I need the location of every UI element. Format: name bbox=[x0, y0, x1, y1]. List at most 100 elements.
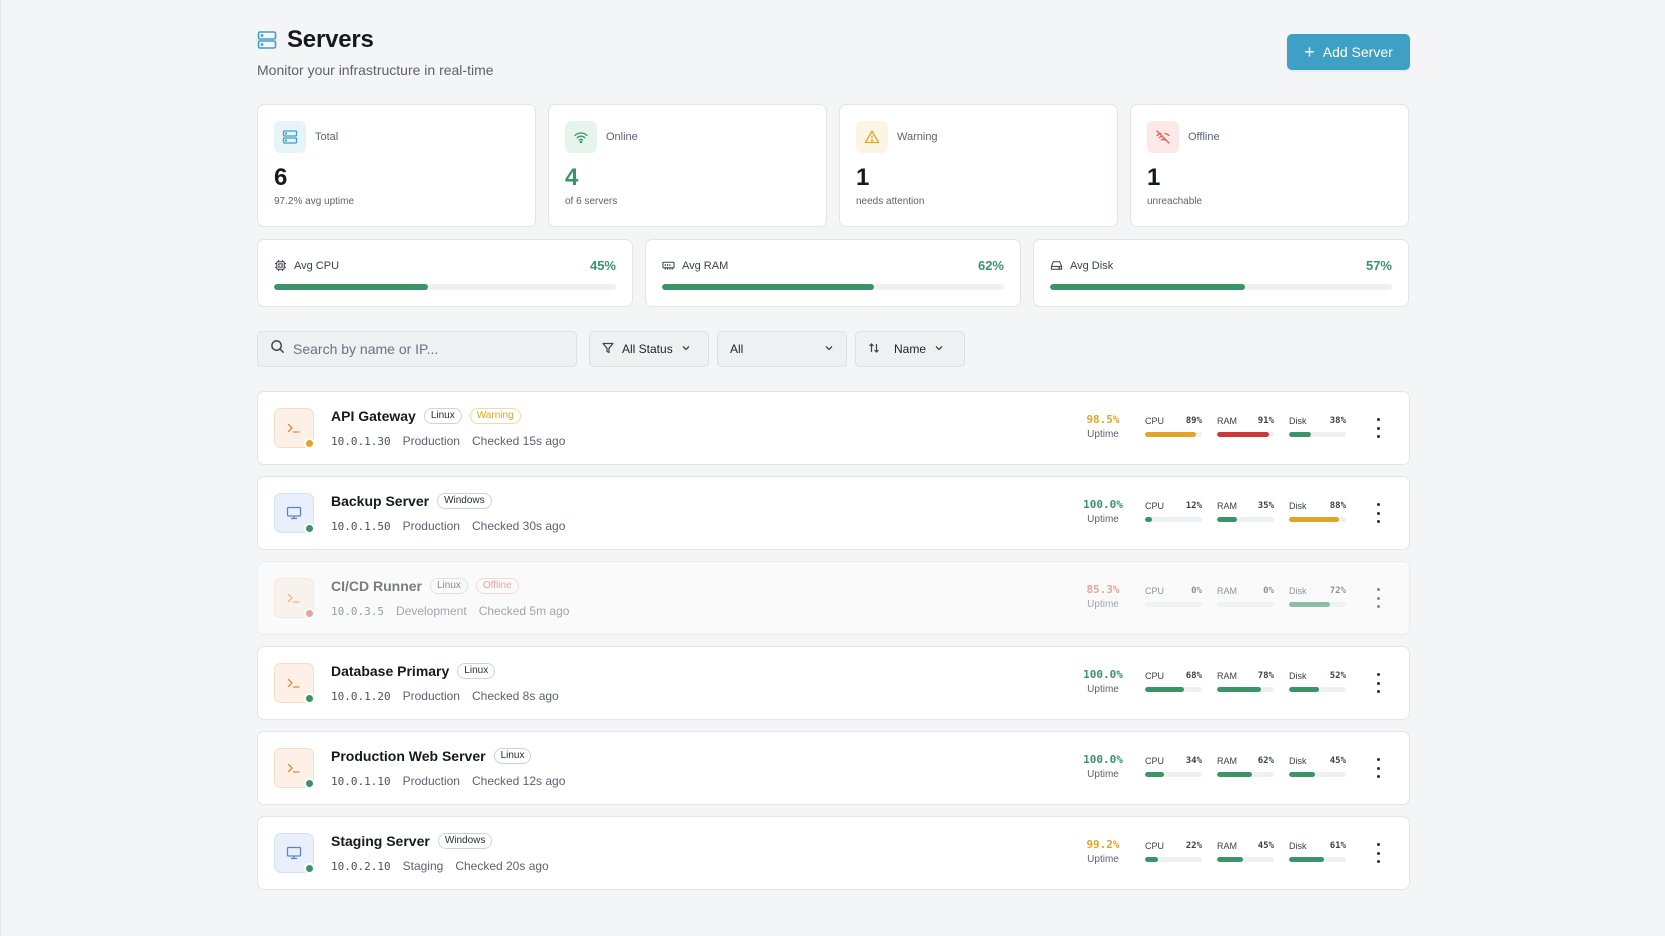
server-title-line: API Gateway Linux Warning bbox=[331, 408, 521, 424]
server-row-ci-cd-runner[interactable]: CI/CD Runner Linux Offline 10.0.3.5 Deve… bbox=[257, 561, 1410, 635]
server-row-production-web-server[interactable]: Production Web Server Linux 10.0.1.10 Pr… bbox=[257, 731, 1410, 805]
metric-progress-fill bbox=[1145, 687, 1184, 692]
stat-label: Offline bbox=[1188, 131, 1220, 143]
metric-progress-track bbox=[1289, 857, 1346, 862]
metric-progress-track bbox=[1145, 602, 1202, 607]
stat-value: 1 bbox=[1147, 164, 1161, 191]
status-dot bbox=[304, 608, 315, 619]
stat-value: 6 bbox=[274, 164, 288, 191]
resource-card-avg-disk: Avg Disk 57% bbox=[1033, 239, 1409, 307]
server-metrics: CPU 89% RAM 91% Disk 38% bbox=[1145, 416, 1346, 437]
server-name[interactable]: CI/CD Runner bbox=[331, 578, 422, 594]
more-options-icon[interactable] bbox=[1375, 418, 1381, 438]
server-environment: Production bbox=[402, 774, 460, 788]
add-server-button[interactable]: + Add Server bbox=[1287, 34, 1410, 70]
metric-label: RAM bbox=[1217, 756, 1237, 766]
server-last-checked: Checked 20s ago bbox=[455, 859, 549, 873]
more-options-icon[interactable] bbox=[1375, 758, 1381, 778]
disk-icon bbox=[1050, 259, 1063, 272]
metric-value: 88% bbox=[1329, 501, 1346, 511]
sort-dropdown[interactable]: Name bbox=[855, 331, 965, 367]
plus-icon: + bbox=[1304, 42, 1315, 62]
search-box[interactable] bbox=[257, 331, 577, 367]
stat-card-offline: Offline 1 unreachable bbox=[1130, 104, 1409, 227]
resource-progress-fill bbox=[662, 284, 875, 290]
server-name[interactable]: Staging Server bbox=[331, 833, 430, 849]
add-server-label: Add Server bbox=[1322, 44, 1393, 60]
metric-label: CPU bbox=[1145, 841, 1165, 851]
server-ip: 10.0.1.50 bbox=[331, 520, 391, 533]
server-name[interactable]: Database Primary bbox=[331, 663, 450, 679]
os-badge: Linux bbox=[430, 578, 468, 594]
metric-progress-fill bbox=[1145, 857, 1158, 862]
metric-ram: RAM 62% bbox=[1217, 756, 1274, 777]
server-row-staging-server[interactable]: Staging Server Windows 10.0.2.10 Staging… bbox=[257, 816, 1410, 890]
server-environment: Production bbox=[402, 689, 460, 703]
server-title-line: Production Web Server Linux bbox=[331, 748, 532, 764]
server-metrics: CPU 68% RAM 78% Disk 52% bbox=[1145, 671, 1346, 692]
metric-progress-track bbox=[1145, 857, 1202, 862]
metric-label: Disk bbox=[1289, 416, 1307, 426]
server-row-api-gateway[interactable]: API Gateway Linux Warning 10.0.1.30 Prod… bbox=[257, 391, 1410, 465]
server-ip: 10.0.2.10 bbox=[331, 860, 391, 873]
server-meta: 10.0.1.50 Production Checked 30s ago bbox=[331, 519, 565, 533]
type-filter-dropdown[interactable]: All bbox=[717, 331, 847, 367]
metric-progress-fill bbox=[1289, 772, 1315, 777]
status-dot bbox=[304, 693, 315, 704]
server-meta: 10.0.1.20 Production Checked 8s ago bbox=[331, 689, 559, 703]
chevron-down-icon bbox=[681, 342, 691, 356]
server-name[interactable]: API Gateway bbox=[331, 408, 416, 424]
status-filter-label: All Status bbox=[622, 342, 673, 356]
monitor-icon bbox=[286, 505, 302, 521]
metric-cpu: CPU 12% bbox=[1145, 501, 1202, 522]
resource-progress-track bbox=[274, 284, 616, 290]
server-row-backup-server[interactable]: Backup Server Windows 10.0.1.50 Producti… bbox=[257, 476, 1410, 550]
metric-label: Disk bbox=[1289, 841, 1307, 851]
stat-card-warning: Warning 1 needs attention bbox=[839, 104, 1118, 227]
metric-progress-track bbox=[1145, 687, 1202, 692]
terminal-icon bbox=[286, 760, 302, 776]
metric-label: Disk bbox=[1289, 501, 1307, 511]
more-options-icon[interactable] bbox=[1375, 843, 1381, 863]
metric-value: 34% bbox=[1185, 756, 1202, 766]
server-meta: 10.0.2.10 Staging Checked 20s ago bbox=[331, 859, 549, 873]
metric-progress-fill bbox=[1145, 432, 1196, 437]
metric-progress-fill bbox=[1217, 772, 1253, 777]
server-meta: 10.0.1.30 Production Checked 15s ago bbox=[331, 434, 565, 448]
metric-value: 0% bbox=[1191, 586, 1202, 596]
uptime-value: 99.2% bbox=[1086, 838, 1120, 851]
uptime-block: 100.0% Uptime bbox=[1070, 753, 1136, 780]
metric-progress-track bbox=[1217, 857, 1274, 862]
metric-cpu: CPU 0% bbox=[1145, 586, 1202, 607]
uptime-value: 98.5% bbox=[1086, 413, 1120, 426]
os-badge: Windows bbox=[437, 833, 493, 849]
uptime-block: 99.2% Uptime bbox=[1070, 838, 1136, 865]
stat-card-total: Total 6 97.2% avg uptime bbox=[257, 104, 536, 227]
uptime-label: Uptime bbox=[1087, 854, 1119, 865]
metric-progress-track bbox=[1217, 517, 1274, 522]
more-options-icon[interactable] bbox=[1375, 588, 1381, 608]
metric-value: 52% bbox=[1329, 671, 1346, 681]
metric-label: Disk bbox=[1289, 586, 1307, 596]
server-name[interactable]: Production Web Server bbox=[331, 748, 486, 764]
resource-label: Avg Disk bbox=[1050, 259, 1113, 272]
server-last-checked: Checked 12s ago bbox=[471, 774, 566, 788]
metric-label: RAM bbox=[1217, 501, 1237, 511]
server-name[interactable]: Backup Server bbox=[331, 493, 430, 509]
metric-value: 45% bbox=[1329, 756, 1346, 766]
metric-label: CPU bbox=[1145, 416, 1165, 426]
more-options-icon[interactable] bbox=[1375, 673, 1381, 693]
server-last-checked: Checked 8s ago bbox=[471, 689, 559, 703]
page-subtitle: Monitor your infrastructure in real-time bbox=[257, 62, 494, 78]
metric-progress-fill bbox=[1289, 857, 1324, 862]
server-row-database-primary[interactable]: Database Primary Linux 10.0.1.20 Product… bbox=[257, 646, 1410, 720]
more-options-icon[interactable] bbox=[1375, 503, 1381, 523]
server-last-checked: Checked 15s ago bbox=[471, 434, 566, 448]
server-title-line: Database Primary Linux bbox=[331, 663, 496, 679]
status-filter-dropdown[interactable]: All Status bbox=[589, 331, 709, 367]
uptime-label: Uptime bbox=[1087, 514, 1119, 525]
search-input[interactable] bbox=[293, 341, 563, 357]
uptime-block: 85.3% Uptime bbox=[1070, 583, 1136, 610]
metric-progress-track bbox=[1289, 432, 1346, 437]
server-ip: 10.0.1.30 bbox=[331, 435, 391, 448]
